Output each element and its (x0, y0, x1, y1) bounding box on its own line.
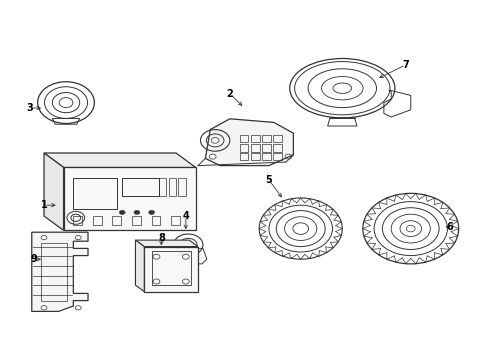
Text: 1: 1 (41, 200, 47, 210)
Text: 6: 6 (446, 222, 452, 232)
Circle shape (134, 210, 140, 215)
Polygon shape (135, 240, 144, 292)
Text: 5: 5 (265, 175, 272, 185)
Polygon shape (44, 153, 63, 230)
Text: 7: 7 (402, 60, 408, 70)
Polygon shape (144, 247, 198, 292)
Text: 9: 9 (31, 254, 38, 264)
Text: 8: 8 (158, 233, 164, 243)
Text: 4: 4 (182, 211, 189, 221)
Circle shape (119, 210, 125, 215)
Polygon shape (44, 153, 195, 167)
Text: 3: 3 (26, 103, 33, 113)
Polygon shape (63, 167, 195, 230)
Text: 2: 2 (226, 89, 233, 99)
Circle shape (148, 210, 154, 215)
Polygon shape (205, 119, 293, 166)
Polygon shape (32, 232, 88, 311)
Polygon shape (135, 240, 198, 247)
